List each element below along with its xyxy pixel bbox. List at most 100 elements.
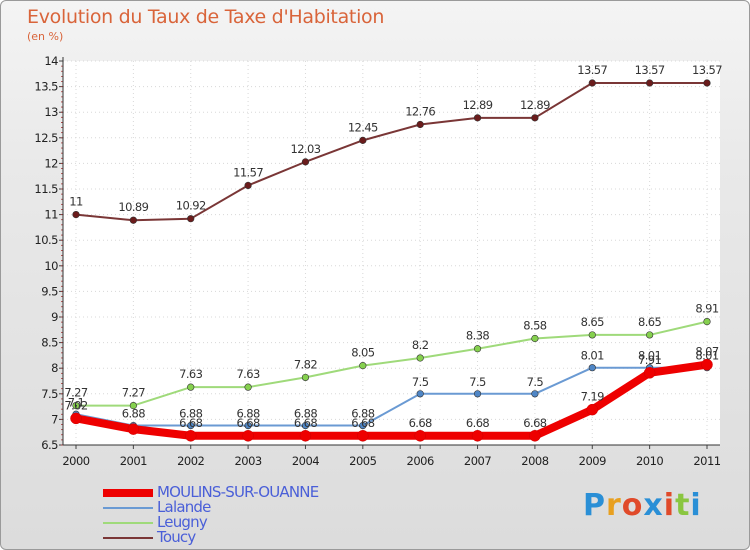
series-point	[416, 354, 424, 362]
series-point	[531, 390, 539, 398]
logo-letter: t	[675, 488, 691, 523]
series-point	[301, 373, 310, 382]
y-tick-label: 13	[44, 105, 58, 119]
data-label: 13.57	[577, 63, 607, 77]
series-point	[70, 412, 82, 425]
series-point	[187, 421, 195, 430]
series-point	[529, 430, 541, 442]
data-label: 7.63	[236, 367, 259, 381]
y-tick-label: 9.5	[41, 284, 58, 298]
data-label: 6.68	[409, 416, 432, 430]
data-label: 8.05	[351, 346, 374, 360]
legend-label: Leugny	[157, 513, 208, 531]
y-tick-label: 12	[44, 156, 58, 170]
series-point	[72, 211, 80, 219]
y-tick-label: 8	[51, 361, 58, 375]
data-label: 8.01	[638, 349, 661, 363]
series-point	[703, 79, 711, 87]
y-tick-label: 11	[44, 208, 58, 222]
series-point	[473, 114, 482, 122]
y-tick-label: 14	[44, 54, 58, 68]
logo-letter: r	[606, 488, 622, 523]
x-tick-label: 2003	[234, 454, 261, 468]
series-point	[646, 331, 654, 339]
data-label: 7.02	[64, 398, 87, 412]
data-label: 7.27	[64, 386, 87, 400]
y-tick-label: 11.5	[34, 182, 58, 196]
data-label: 8.07	[695, 345, 718, 359]
data-labels-layer: 11 10.89 10.92 11.57 12.03 12.45 12.76 12.89 12.…	[64, 63, 722, 430]
logo-letter: o	[621, 488, 644, 523]
series-point	[643, 367, 656, 379]
x-tick-label: 2007	[464, 454, 491, 468]
y-tick-label: 13.5	[34, 80, 58, 94]
series-point	[416, 390, 424, 398]
legend-label: Toucy	[157, 528, 196, 546]
x-tick-label: 2011	[693, 454, 720, 468]
data-label: 13.57	[692, 63, 722, 77]
data-label: 12.45	[348, 120, 378, 134]
y-tick-label: 10.5	[34, 233, 58, 247]
series-point	[187, 215, 195, 223]
logo-letter: i	[690, 488, 702, 523]
series-point	[473, 345, 482, 353]
series-point	[588, 79, 596, 87]
y-axis-unit-label: (en %)	[27, 30, 64, 43]
logo-letter: i	[663, 488, 676, 523]
series-point	[244, 181, 252, 190]
data-label: 7.63	[179, 367, 202, 381]
data-label: 6.88	[351, 407, 374, 421]
y-tick-label: 10	[44, 259, 58, 273]
y-tick-label: 6.5	[41, 438, 58, 452]
data-label: 8.38	[466, 329, 489, 343]
y-tick-label: 7.5	[41, 387, 58, 401]
data-label: 8.58	[523, 319, 546, 333]
data-label: 10.92	[176, 199, 206, 213]
series-point	[703, 318, 711, 326]
data-label: 8.91	[695, 302, 718, 316]
data-label: 6.68	[523, 416, 546, 430]
series-point	[531, 114, 539, 122]
data-label: 6.68	[179, 416, 202, 430]
data-label: 8.01	[695, 349, 718, 363]
proxiti-logo: Proxiti	[583, 488, 702, 523]
data-label: 7.1	[68, 395, 85, 409]
data-label: 12.89	[520, 98, 550, 112]
series-point	[471, 430, 484, 442]
data-label: 6.68	[466, 416, 489, 430]
data-label: 6.88	[294, 407, 317, 421]
data-label: 11.57	[233, 165, 263, 179]
series-point	[244, 421, 252, 430]
data-label: 7.27	[122, 386, 145, 400]
series-point	[301, 421, 310, 430]
legend-label: Lalande	[157, 498, 211, 516]
data-label: 6.88	[236, 407, 259, 421]
x-tick-label: 2004	[292, 454, 319, 468]
y-tick-label: 12.5	[34, 131, 58, 145]
series-point	[588, 364, 596, 372]
series-layer	[70, 79, 713, 442]
data-label: 6.88	[179, 407, 202, 421]
series-point	[187, 383, 195, 391]
series-point	[129, 401, 137, 410]
series-point	[244, 383, 252, 391]
series-point	[129, 216, 137, 224]
x-tick-label: 2002	[177, 454, 204, 468]
legend-swatch	[103, 522, 153, 524]
x-tick-label: 2010	[636, 454, 663, 468]
series-point	[586, 403, 599, 416]
y-tick-label: 8.5	[41, 336, 58, 350]
legend-label: MOULINS-SUR-OUANNE	[157, 483, 319, 501]
series-point	[701, 358, 713, 371]
data-label: 8.2	[412, 338, 429, 352]
series-point	[473, 390, 482, 398]
data-label: 8.01	[581, 349, 604, 363]
series-point	[531, 334, 539, 343]
x-tick-label: 2005	[349, 454, 376, 468]
series-point	[359, 136, 367, 144]
y-tick-label: 9	[51, 310, 58, 324]
data-label: 7.5	[469, 375, 486, 389]
series-point	[127, 423, 140, 435]
